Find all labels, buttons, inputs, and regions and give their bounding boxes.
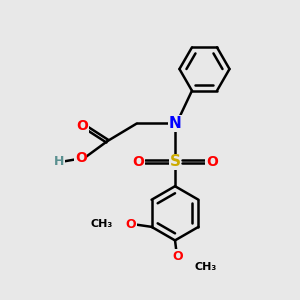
Text: CH₃: CH₃ [90,220,112,230]
Text: O: O [206,155,218,169]
Text: H: H [53,155,64,168]
Text: S: S [169,154,181,169]
Text: O: O [75,151,87,165]
Text: O: O [126,218,136,231]
Text: O: O [76,119,88,134]
Text: O: O [132,155,144,169]
Text: O: O [173,250,183,263]
Text: N: N [169,116,182,131]
Text: CH₃: CH₃ [194,262,216,272]
